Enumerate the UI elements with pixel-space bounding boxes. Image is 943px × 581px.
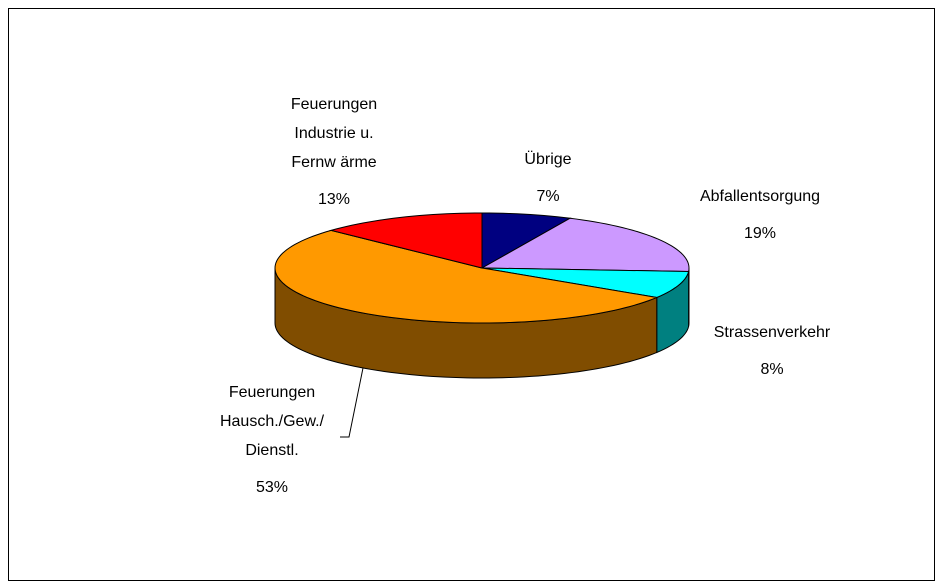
slice-label: Übrige xyxy=(524,150,571,168)
slice-value-label: 53% xyxy=(256,479,288,496)
slice-label: Feuerungen xyxy=(291,96,377,113)
slice-value-label: 7% xyxy=(536,188,559,205)
leader-line xyxy=(340,367,364,438)
slice-label: Strassenverkehr xyxy=(714,324,831,341)
pie-slice xyxy=(480,217,690,272)
pie-labels: Übrige 7% Abfallentsorgung 19% Strassenverke… xyxy=(220,96,831,496)
slice-label: Abfallentsorgung xyxy=(700,188,820,205)
pie-slice xyxy=(481,212,572,269)
slice-label: Feuerungen xyxy=(229,384,315,401)
slice-value-label: 19% xyxy=(744,225,776,242)
slice-label: Hausch./Gew./ xyxy=(220,413,325,430)
pie-tops xyxy=(274,212,690,324)
slice-label: Fernw ärme xyxy=(291,154,376,171)
pie-slice xyxy=(329,212,483,269)
pie-slice xyxy=(274,229,659,324)
slice-value-label: 13% xyxy=(318,191,350,208)
pie-slice xyxy=(481,267,690,298)
slice-label: Industrie u. xyxy=(294,125,373,142)
slice-value-label: 8% xyxy=(760,361,783,378)
slice-label: Dienstl. xyxy=(245,442,298,459)
